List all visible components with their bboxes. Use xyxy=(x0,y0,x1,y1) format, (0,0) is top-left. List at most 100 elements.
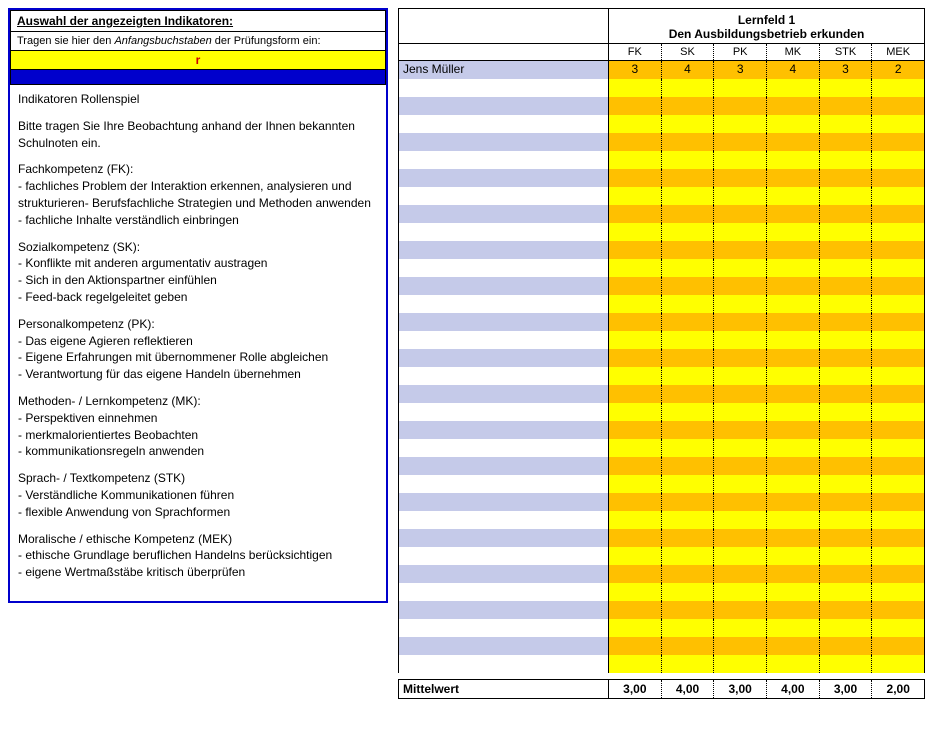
grade-cell[interactable] xyxy=(820,331,873,349)
grade-cell[interactable] xyxy=(662,133,715,151)
grade-cell[interactable] xyxy=(609,97,662,115)
student-name-cell[interactable] xyxy=(399,457,609,475)
grade-cell[interactable] xyxy=(872,349,924,367)
student-name-cell[interactable] xyxy=(399,529,609,547)
grade-cell[interactable] xyxy=(872,313,924,331)
grade-cell[interactable] xyxy=(714,565,767,583)
student-name-cell[interactable] xyxy=(399,583,609,601)
grade-cell[interactable] xyxy=(820,259,873,277)
student-name-cell[interactable] xyxy=(399,439,609,457)
grade-cell[interactable] xyxy=(609,403,662,421)
grade-cell[interactable] xyxy=(872,403,924,421)
grade-cell[interactable] xyxy=(662,367,715,385)
grade-cell[interactable] xyxy=(820,223,873,241)
grade-cell[interactable] xyxy=(662,223,715,241)
grade-cell[interactable] xyxy=(767,511,820,529)
grade-cell[interactable] xyxy=(662,403,715,421)
grade-cell[interactable] xyxy=(872,385,924,403)
grade-cell[interactable] xyxy=(820,205,873,223)
student-name-cell[interactable] xyxy=(399,475,609,493)
grade-cell[interactable] xyxy=(609,583,662,601)
grade-cell[interactable] xyxy=(714,259,767,277)
grade-cell[interactable] xyxy=(714,349,767,367)
student-name-cell[interactable] xyxy=(399,223,609,241)
grade-cell[interactable] xyxy=(872,601,924,619)
grade-cell[interactable] xyxy=(820,367,873,385)
grade-cell[interactable] xyxy=(767,349,820,367)
exam-form-input[interactable]: r xyxy=(11,51,385,70)
grade-cell[interactable] xyxy=(872,421,924,439)
grade-cell[interactable] xyxy=(872,133,924,151)
grade-cell[interactable] xyxy=(872,547,924,565)
grade-cell[interactable] xyxy=(609,493,662,511)
grade-cell[interactable] xyxy=(609,547,662,565)
grade-cell[interactable] xyxy=(872,367,924,385)
student-name-cell[interactable] xyxy=(399,421,609,439)
grade-cell[interactable] xyxy=(714,385,767,403)
student-name-cell[interactable] xyxy=(399,295,609,313)
grade-cell[interactable]: 3 xyxy=(714,61,767,79)
grade-cell[interactable] xyxy=(767,619,820,637)
grade-cell[interactable] xyxy=(872,655,924,673)
grade-cell[interactable] xyxy=(767,205,820,223)
grade-cell[interactable] xyxy=(872,97,924,115)
grade-cell[interactable] xyxy=(714,331,767,349)
student-name-cell[interactable] xyxy=(399,79,609,97)
grade-cell[interactable] xyxy=(609,529,662,547)
grade-cell[interactable] xyxy=(609,475,662,493)
grade-cell[interactable] xyxy=(662,457,715,475)
grade-cell[interactable] xyxy=(714,133,767,151)
grade-cell[interactable] xyxy=(820,601,873,619)
grade-cell[interactable] xyxy=(609,349,662,367)
grade-cell[interactable] xyxy=(872,115,924,133)
grade-cell[interactable] xyxy=(714,367,767,385)
grade-cell[interactable] xyxy=(820,457,873,475)
student-name-cell[interactable] xyxy=(399,241,609,259)
grade-cell[interactable] xyxy=(872,187,924,205)
grade-cell[interactable] xyxy=(820,475,873,493)
grade-cell[interactable] xyxy=(609,133,662,151)
student-name-cell[interactable] xyxy=(399,493,609,511)
grade-cell[interactable] xyxy=(609,385,662,403)
grade-cell[interactable]: 3 xyxy=(820,61,873,79)
grade-cell[interactable] xyxy=(820,493,873,511)
grade-cell[interactable] xyxy=(872,259,924,277)
grade-cell[interactable] xyxy=(820,97,873,115)
grade-cell[interactable] xyxy=(714,421,767,439)
grade-cell[interactable] xyxy=(609,637,662,655)
grade-cell[interactable] xyxy=(820,655,873,673)
grade-cell[interactable] xyxy=(609,115,662,133)
grade-cell[interactable] xyxy=(872,511,924,529)
grade-cell[interactable] xyxy=(714,241,767,259)
student-name-cell[interactable] xyxy=(399,259,609,277)
grade-cell[interactable] xyxy=(872,475,924,493)
grade-cell[interactable]: 2 xyxy=(872,61,924,79)
student-name-cell[interactable] xyxy=(399,313,609,331)
grade-cell[interactable] xyxy=(820,133,873,151)
grade-cell[interactable] xyxy=(662,151,715,169)
student-name-cell[interactable] xyxy=(399,655,609,673)
grade-cell[interactable] xyxy=(820,115,873,133)
grade-cell[interactable] xyxy=(820,529,873,547)
student-name-cell[interactable] xyxy=(399,151,609,169)
student-name-cell[interactable] xyxy=(399,385,609,403)
grade-cell[interactable]: 4 xyxy=(767,61,820,79)
grade-cell[interactable] xyxy=(767,169,820,187)
grade-cell[interactable] xyxy=(767,97,820,115)
grade-cell[interactable] xyxy=(767,475,820,493)
grade-cell[interactable] xyxy=(609,295,662,313)
grade-cell[interactable] xyxy=(714,547,767,565)
grade-cell[interactable] xyxy=(609,655,662,673)
grade-cell[interactable] xyxy=(662,619,715,637)
grade-cell[interactable] xyxy=(767,79,820,97)
grade-cell[interactable] xyxy=(820,349,873,367)
grade-cell[interactable] xyxy=(714,403,767,421)
grade-cell[interactable] xyxy=(872,241,924,259)
grade-cell[interactable] xyxy=(714,529,767,547)
grade-cell[interactable] xyxy=(609,511,662,529)
grade-cell[interactable]: 3 xyxy=(609,61,662,79)
grade-cell[interactable] xyxy=(662,583,715,601)
grade-cell[interactable] xyxy=(662,547,715,565)
grade-cell[interactable] xyxy=(767,277,820,295)
grade-cell[interactable] xyxy=(872,169,924,187)
